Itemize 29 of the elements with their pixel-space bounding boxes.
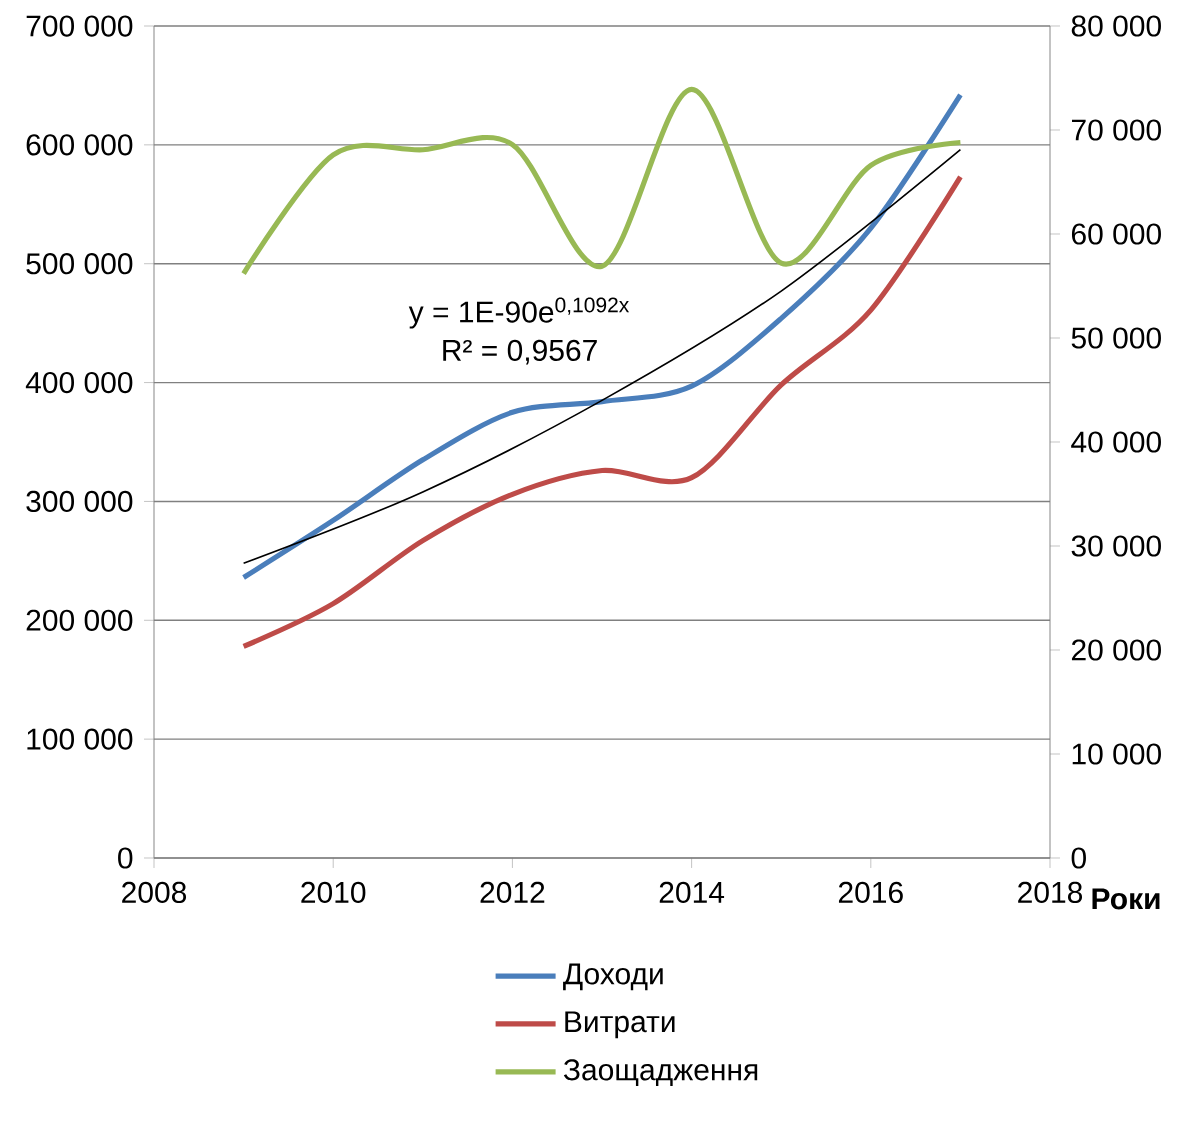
y2-tick-label: 30 000 xyxy=(1071,535,1161,557)
x-tick-label: 2016 xyxy=(838,881,903,904)
x-axis-title: Роки xyxy=(1092,888,1160,910)
legend-label: Заощадження xyxy=(563,1059,758,1087)
legend-label: Витрати xyxy=(565,1011,675,1039)
x-tick-label: 2014 xyxy=(659,881,725,904)
y2-tick-label: 20 000 xyxy=(1071,639,1161,661)
y-tick-label: 400 000 xyxy=(25,371,133,394)
y-tick-label: 600 000 xyxy=(26,134,133,156)
y2-tick-label: 40 000 xyxy=(1071,431,1161,453)
x-tick-label: 2012 xyxy=(480,881,545,904)
x-tick-label: 2008 xyxy=(122,881,187,904)
y-tick-label: 0 xyxy=(118,847,133,869)
x-tick-label: 2018 xyxy=(1018,881,1083,904)
y-tick-label: 300 000 xyxy=(26,490,133,513)
y2-tick-label: 0 xyxy=(1071,847,1086,869)
annotation: R² = 0,9567 xyxy=(443,339,597,365)
annotation: y = 1E-90e$^{0,1092x}$ xyxy=(408,297,630,329)
y2-tick-label: 80 000 xyxy=(1071,15,1161,37)
y-tick-label: 200 000 xyxy=(26,609,133,631)
y2-tick-label: 70 000 xyxy=(1072,119,1161,141)
x-tick-label: 2010 xyxy=(301,881,366,904)
y-tick-label: 700 000 xyxy=(26,15,133,37)
y-tick-label: 100 000 xyxy=(27,728,133,750)
y2-tick-label: 50 000 xyxy=(1071,327,1161,349)
y-tick-label: 500 000 xyxy=(26,253,133,275)
y2-tick-label: 10 000 xyxy=(1072,743,1161,765)
legend-label: Доходи xyxy=(563,963,663,991)
y2-tick-label: 60 000 xyxy=(1071,223,1161,245)
